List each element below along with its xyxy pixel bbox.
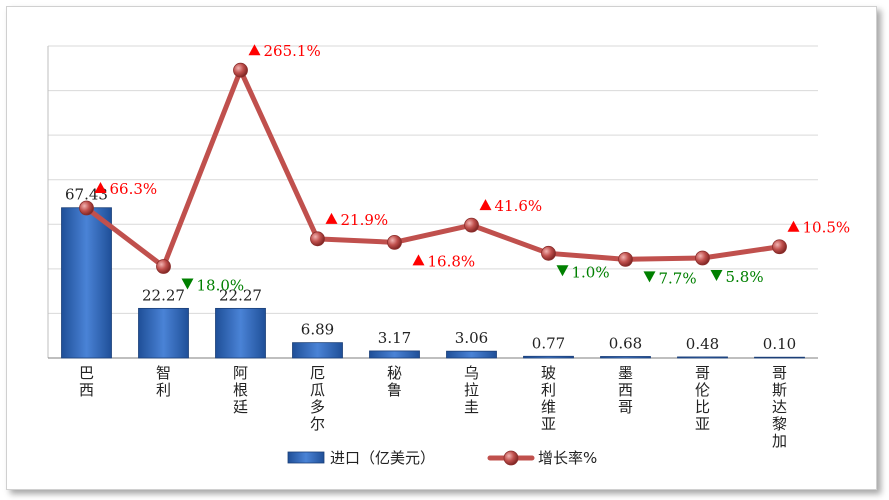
growth-label: 7.7% bbox=[659, 269, 697, 287]
growth-marker-7 bbox=[618, 251, 633, 267]
bar-value-label: 0.10 bbox=[763, 335, 796, 353]
growth-marker-5 bbox=[464, 217, 479, 233]
up-arrow-icon bbox=[325, 212, 338, 224]
growth-label: 21.9% bbox=[341, 211, 389, 229]
legend: 进口（亿美元） 增长率% bbox=[287, 449, 597, 467]
growth-marker-3 bbox=[310, 231, 325, 247]
up-arrow-icon bbox=[787, 220, 800, 232]
growth-label: 18.0% bbox=[197, 276, 245, 294]
x-tick-label: 阿根廷 bbox=[233, 364, 248, 416]
x-tick-label: 智利 bbox=[156, 364, 171, 399]
bar-value-label: 22.27 bbox=[142, 286, 185, 304]
growth-line bbox=[84, 67, 782, 269]
x-tick-label: 墨西哥 bbox=[618, 364, 633, 416]
up-arrow-icon bbox=[94, 182, 107, 194]
bar-series bbox=[61, 207, 805, 359]
bar-value-label: 0.48 bbox=[686, 335, 719, 353]
chart-frame bbox=[6, 6, 877, 490]
growth-marker-9 bbox=[772, 239, 787, 255]
x-axis: 巴西 智利 阿根廷 厄瓜多尔 秘鲁 乌拉圭 玻利维亚 墨西哥 哥伦比亚 哥斯达黎加 bbox=[79, 364, 787, 450]
down-arrow-icon bbox=[710, 270, 723, 282]
bar-value-label: 3.06 bbox=[455, 329, 488, 347]
bar-0 bbox=[61, 207, 112, 359]
bar-3 bbox=[292, 342, 343, 359]
bar-value-label: 0.68 bbox=[609, 334, 642, 352]
growth-label: 66.3% bbox=[110, 180, 158, 198]
bar-4 bbox=[369, 350, 420, 359]
down-arrow-icon bbox=[181, 278, 194, 290]
growth-label: 16.8% bbox=[428, 252, 476, 270]
down-arrow-icon bbox=[643, 271, 656, 283]
x-tick-label: 巴西 bbox=[79, 364, 94, 399]
line-series bbox=[79, 62, 787, 274]
bar-value-label: 3.17 bbox=[378, 329, 411, 347]
legend-line-label: 增长率% bbox=[538, 449, 597, 467]
down-arrow-icon bbox=[556, 265, 569, 277]
up-arrow-icon bbox=[412, 254, 425, 266]
x-tick-label: 秘鲁 bbox=[387, 364, 402, 399]
growth-label: 5.8% bbox=[726, 268, 764, 286]
bar-6 bbox=[523, 355, 574, 359]
x-tick-label: 厄瓜多尔 bbox=[310, 364, 325, 433]
growth-marker-6 bbox=[541, 245, 556, 261]
growth-label: 1.0% bbox=[572, 263, 610, 281]
growth-marker-4 bbox=[387, 234, 402, 250]
x-tick-label: 哥伦比亚 bbox=[695, 364, 710, 433]
up-arrow-icon bbox=[479, 199, 492, 211]
growth-label: 10.5% bbox=[803, 219, 851, 237]
bar-9 bbox=[754, 356, 805, 359]
x-tick-label: 乌拉圭 bbox=[464, 364, 479, 416]
growth-marker-8 bbox=[695, 250, 710, 266]
growth-marker-2 bbox=[233, 62, 248, 78]
legend-line-marker bbox=[503, 450, 519, 466]
bar-2 bbox=[215, 307, 266, 359]
legend-bar-label: 进口（亿美元） bbox=[330, 449, 435, 467]
legend-bar-swatch bbox=[287, 451, 325, 464]
growth-label: 265.1% bbox=[264, 42, 321, 60]
growth-label: 41.6% bbox=[495, 197, 543, 215]
up-arrow-icon bbox=[248, 44, 261, 56]
x-tick-label: 哥斯达黎加 bbox=[772, 364, 787, 450]
x-tick-label: 玻利维亚 bbox=[541, 364, 556, 433]
bar-1 bbox=[138, 307, 189, 359]
growth-marker-1 bbox=[156, 259, 171, 274]
bar-7 bbox=[600, 356, 651, 359]
bar-5 bbox=[446, 350, 497, 359]
bar-value-label: 0.77 bbox=[532, 334, 565, 352]
bar-value-label: 22.27 bbox=[219, 286, 262, 304]
bar-8 bbox=[677, 356, 728, 359]
growth-marker-0 bbox=[79, 200, 94, 216]
bar-value-label: 6.89 bbox=[301, 321, 334, 339]
